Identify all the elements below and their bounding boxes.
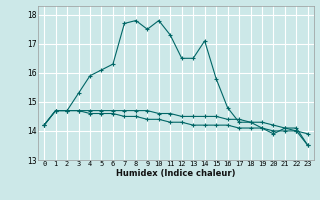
X-axis label: Humidex (Indice chaleur): Humidex (Indice chaleur) <box>116 169 236 178</box>
